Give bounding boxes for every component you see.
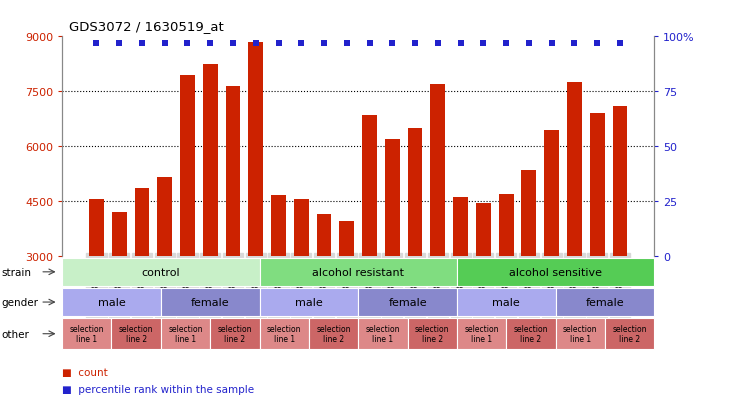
Bar	[180, 76, 195, 256]
Text: selection
line 1: selection line 1	[563, 324, 597, 344]
Bar	[545, 130, 559, 256]
Text: female: female	[388, 297, 427, 307]
Text: selection
line 1: selection line 1	[168, 324, 202, 344]
Bar	[590, 114, 605, 256]
Bar	[521, 170, 537, 256]
Bar	[431, 85, 445, 256]
Text: other: other	[1, 329, 29, 339]
Text: female: female	[586, 297, 624, 307]
Bar	[476, 203, 491, 256]
Text: selection
line 1: selection line 1	[464, 324, 499, 344]
Text: ■  count: ■ count	[62, 367, 108, 377]
Bar	[499, 194, 514, 256]
Text: control: control	[142, 267, 180, 277]
Bar	[317, 214, 331, 256]
Text: selection
line 2: selection line 2	[514, 324, 548, 344]
Bar	[362, 116, 377, 256]
Bar	[89, 199, 104, 256]
Text: selection
line 2: selection line 2	[317, 324, 351, 344]
Text: selection
line 2: selection line 2	[218, 324, 252, 344]
Text: selection
line 1: selection line 1	[366, 324, 400, 344]
Bar	[408, 128, 423, 256]
Bar	[339, 221, 355, 256]
Bar	[453, 198, 468, 256]
Text: male: male	[493, 297, 520, 307]
Bar	[271, 196, 286, 256]
Bar	[202, 64, 218, 256]
Bar	[249, 43, 263, 256]
Text: selection
line 2: selection line 2	[613, 324, 647, 344]
Text: gender: gender	[1, 297, 39, 307]
Text: GDS3072 / 1630519_at: GDS3072 / 1630519_at	[69, 20, 224, 33]
Text: female: female	[191, 297, 230, 307]
Bar	[157, 178, 172, 256]
Bar	[112, 212, 126, 256]
Text: selection
line 2: selection line 2	[415, 324, 450, 344]
Text: ■  percentile rank within the sample: ■ percentile rank within the sample	[62, 384, 254, 394]
Text: selection
line 2: selection line 2	[119, 324, 154, 344]
Text: selection
line 1: selection line 1	[267, 324, 301, 344]
Bar	[226, 86, 240, 256]
Bar	[135, 189, 149, 256]
Bar	[567, 83, 582, 256]
Bar	[385, 139, 400, 256]
Text: alcohol resistant: alcohol resistant	[312, 267, 404, 277]
Text: alcohol sensitive: alcohol sensitive	[509, 267, 602, 277]
Text: male: male	[98, 297, 125, 307]
Bar	[294, 199, 308, 256]
Text: selection
line 1: selection line 1	[69, 324, 104, 344]
Text: strain: strain	[1, 267, 31, 277]
Text: male: male	[295, 297, 322, 307]
Bar	[613, 107, 627, 256]
